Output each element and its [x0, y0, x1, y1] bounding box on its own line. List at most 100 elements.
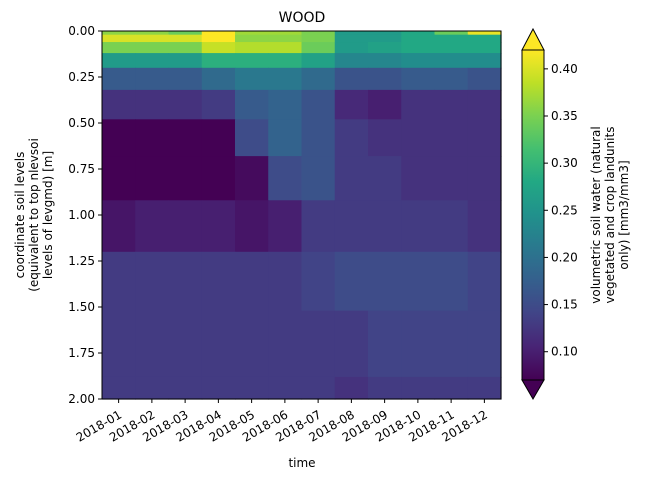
heatmap-cell [301, 119, 336, 157]
heatmap-cell [467, 310, 502, 378]
heatmap-cell [135, 251, 170, 312]
heatmap-cell [334, 89, 369, 120]
heatmap-cell [235, 119, 269, 157]
heatmap-cell [368, 251, 402, 312]
heatmap-cell [368, 53, 402, 69]
heatmap-cell [201, 310, 236, 378]
y-tick-label: 2.00 [68, 392, 95, 406]
x-axis: 2018-012018-022018-032018-042018-052018-… [74, 399, 490, 445]
heatmap-cell [334, 67, 369, 91]
heatmap-cell [268, 376, 303, 400]
heatmap-cell [368, 200, 402, 253]
heatmap-cell [467, 156, 502, 201]
heatmap-cell [201, 67, 236, 91]
heatmap-cell [434, 34, 469, 43]
y-tick-label: 1.00 [68, 208, 95, 222]
colorbar-extend-bottom [521, 379, 545, 400]
heatmap-cell [268, 310, 303, 378]
heatmap-cell [201, 42, 236, 54]
heatmap-cell [334, 156, 369, 201]
heatmap-cell [168, 156, 203, 201]
heatmap-cell [268, 89, 303, 120]
heatmap-cell [268, 31, 303, 36]
heatmap-cell [201, 89, 236, 120]
heatmap-cell [268, 67, 303, 91]
heatmap-cell [368, 67, 402, 91]
y-axis-label-line-3: levels of levgmd) [m] [41, 151, 55, 279]
heatmap-cell [334, 31, 369, 36]
heatmap-cell [401, 34, 436, 43]
colorbar: 0.10 0.15 0.20 0.25 0.30 0.35 0.40 [521, 27, 578, 400]
heatmap-cell [201, 34, 236, 43]
heatmap-cell [334, 200, 369, 253]
colorbar-label: volumetric soil water (natural vegetated… [589, 126, 631, 304]
colorbar-extend-top [521, 27, 545, 51]
heatmap-cell [268, 53, 303, 69]
heatmap-cell [368, 34, 402, 43]
heatmap-cell [168, 376, 203, 400]
heatmap-cell [434, 310, 469, 378]
heatmap-cell [135, 156, 170, 201]
heatmap-cell [301, 251, 336, 312]
heatmap-cell [301, 34, 336, 43]
heatmap-cell [135, 376, 170, 400]
heatmap-cell [102, 31, 136, 36]
y-tick-label: 1.50 [68, 300, 95, 314]
heatmap-cell [201, 156, 236, 201]
heatmap-cell [168, 31, 203, 36]
colorbar-tick-label: 0.35 [551, 109, 578, 123]
heatmap-cell [168, 310, 203, 378]
heatmap-cell [368, 89, 402, 120]
heatmap-cell [301, 89, 336, 120]
heatmap-cell [401, 251, 436, 312]
heatmap-cell [401, 67, 436, 91]
heatmap-cell [235, 42, 269, 54]
heatmap-cell [301, 53, 336, 69]
heatmap-cell [368, 119, 402, 157]
heatmap-cell [235, 310, 269, 378]
heatmap-cell [102, 251, 136, 312]
heatmap-cell [334, 42, 369, 54]
heatmap-cell [235, 200, 269, 253]
heatmap-cell [434, 89, 469, 120]
heatmap-cell [368, 376, 402, 400]
heatmap-cell [434, 156, 469, 201]
y-tick-label: 0.25 [68, 70, 95, 84]
heatmap-cell [301, 200, 336, 253]
heatmap-cell [201, 31, 236, 36]
heatmap-cell [102, 89, 136, 120]
colorbar-tick-label: 0.10 [551, 345, 578, 359]
heatmap-cell [434, 200, 469, 253]
heatmap-cell [268, 42, 303, 54]
heatmap-cell [268, 251, 303, 312]
heatmap-cell [467, 53, 502, 69]
heatmap-cell [334, 376, 369, 400]
colorbar-ticks: 0.10 0.15 0.20 0.25 0.30 0.35 0.40 [544, 62, 578, 359]
heatmap-cell [102, 156, 136, 201]
heatmap-cell [434, 251, 469, 312]
heatmap-cell [368, 42, 402, 54]
heatmap-cell [235, 31, 269, 36]
heatmap-cell [334, 310, 369, 378]
heatmap-cell [201, 251, 236, 312]
colorbar-label-line-2: vegetated and crop landunits [603, 127, 617, 304]
heatmap-cell [434, 119, 469, 157]
heatmap-cell [467, 31, 502, 36]
heatmap-cell [201, 119, 236, 157]
heatmap-cell [235, 67, 269, 91]
heatmap-cell [102, 200, 136, 253]
heatmap-cell [434, 53, 469, 69]
heatmap-cell [467, 67, 502, 91]
heatmap-cell [168, 89, 203, 120]
colorbar-gradient [521, 49, 545, 381]
heatmap-cell [235, 89, 269, 120]
heatmap-cell [168, 67, 203, 91]
heatmap-cell [301, 67, 336, 91]
heatmap-cell [401, 89, 436, 120]
y-tick-label: 0.50 [68, 116, 95, 130]
heatmap-cell [235, 34, 269, 43]
heatmap-cell [135, 67, 170, 91]
heatmap-cell [201, 200, 236, 253]
heatmap-cell [301, 156, 336, 201]
heatmap-cell [102, 310, 136, 378]
